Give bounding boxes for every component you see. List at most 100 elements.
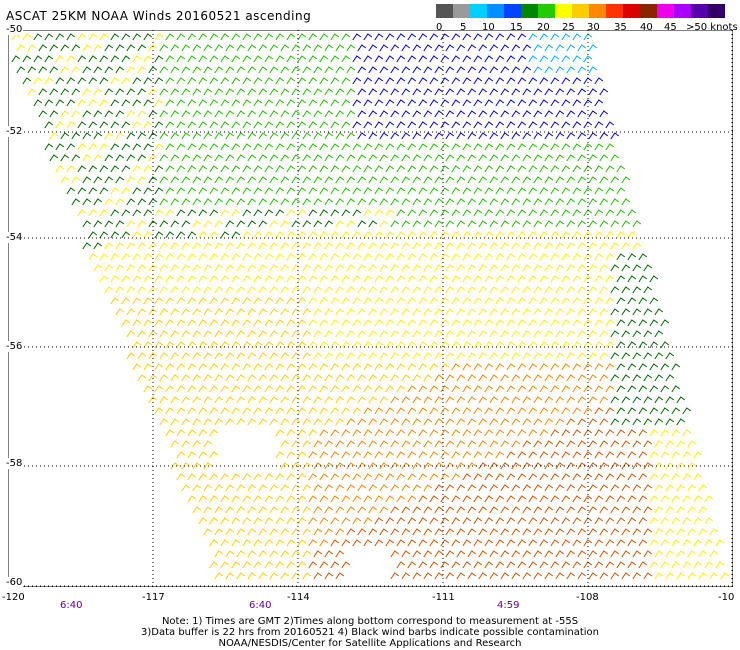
wind-barb [621,462,631,470]
wind-barb [539,385,549,393]
wind-barb [231,495,241,503]
wind-barb [297,77,307,85]
wind-barb [302,308,312,316]
wind-barb [539,539,549,547]
wind-barb [374,187,384,195]
wind-barb [522,352,532,360]
wind-barb [115,198,125,206]
wind-barb [335,110,345,118]
wind-barb [115,242,125,250]
wind-barb [704,495,714,503]
wind-barb [379,462,389,470]
wind-barb [82,88,92,96]
wind-barb [110,33,120,41]
wind-barb [561,275,571,283]
wind-barb [456,550,466,558]
wind-barb [330,121,340,129]
wind-barb [264,539,274,547]
wind-barb [621,264,631,272]
wind-barb [599,352,609,360]
wind-barb [572,55,582,63]
wind-barb [533,264,543,272]
wind-barb [264,209,274,217]
wind-barb [363,187,373,195]
wind-barb [269,308,279,316]
wind-barb [280,132,290,140]
wind-barb [363,407,373,415]
wind-barb [396,231,406,239]
wind-barb [638,297,648,305]
wind-barb [676,462,686,470]
wind-barb [154,363,164,371]
wind-barb [616,385,626,393]
wind-barb [577,110,587,118]
wind-barb [539,253,549,261]
wind-barb [341,407,351,415]
wind-barb [121,165,131,173]
wind-barb [121,209,131,217]
wind-barb [181,440,191,448]
wind-barb [506,231,516,239]
wind-barb [324,418,334,426]
wind-barb [599,286,609,294]
wind-barb [396,77,406,85]
wind-barb [352,319,362,327]
wind-barb [214,220,224,228]
wind-barb [170,242,180,250]
wind-barb [220,363,230,371]
wind-barb [242,143,252,151]
wind-barb [500,110,510,118]
wind-barb [434,198,444,206]
wind-barb [583,495,593,503]
wind-barb [467,132,477,140]
wind-barb [473,319,483,327]
wind-barb [539,231,549,239]
wind-barb [176,55,186,63]
wind-barb [363,231,373,239]
wind-barb [159,66,169,74]
wind-barb [16,66,26,74]
wind-barb [357,154,367,162]
wind-barb [192,352,202,360]
wind-barb [363,451,373,459]
wind-barb [632,440,642,448]
wind-barb [390,132,400,140]
wind-barb [566,462,576,470]
wind-barb [495,517,505,525]
wind-barb [396,517,406,525]
wind-barb [110,187,120,195]
wind-barb [506,319,516,327]
wind-barb [456,88,466,96]
wind-barb [616,407,626,415]
wind-barb [187,55,197,63]
wind-barb [687,484,697,492]
wind-barb [462,407,472,415]
wind-barb [137,176,147,184]
wind-barb [203,242,213,250]
wind-barb [170,374,180,382]
wind-barb [286,363,296,371]
wind-barb [302,506,312,514]
wind-barb [258,220,268,228]
wind-barb [176,253,186,261]
wind-barb [517,341,527,349]
wind-barb [192,396,202,404]
wind-barb [269,374,279,382]
wind-barb [385,319,395,327]
wind-barb [132,121,142,129]
wind-barb [187,77,197,85]
wind-barb [451,143,461,151]
wind-barb [665,418,675,426]
wind-barb [385,231,395,239]
wind-barb [456,242,466,250]
wind-barb [566,440,576,448]
wind-barb [148,352,158,360]
wind-barb [220,319,230,327]
wind-barb [467,506,477,514]
wind-barb [335,264,345,272]
wind-barb [187,253,197,261]
wind-barb [121,143,131,151]
wind-barb [390,308,400,316]
wind-barb [176,319,186,327]
wind-barb [572,209,582,217]
